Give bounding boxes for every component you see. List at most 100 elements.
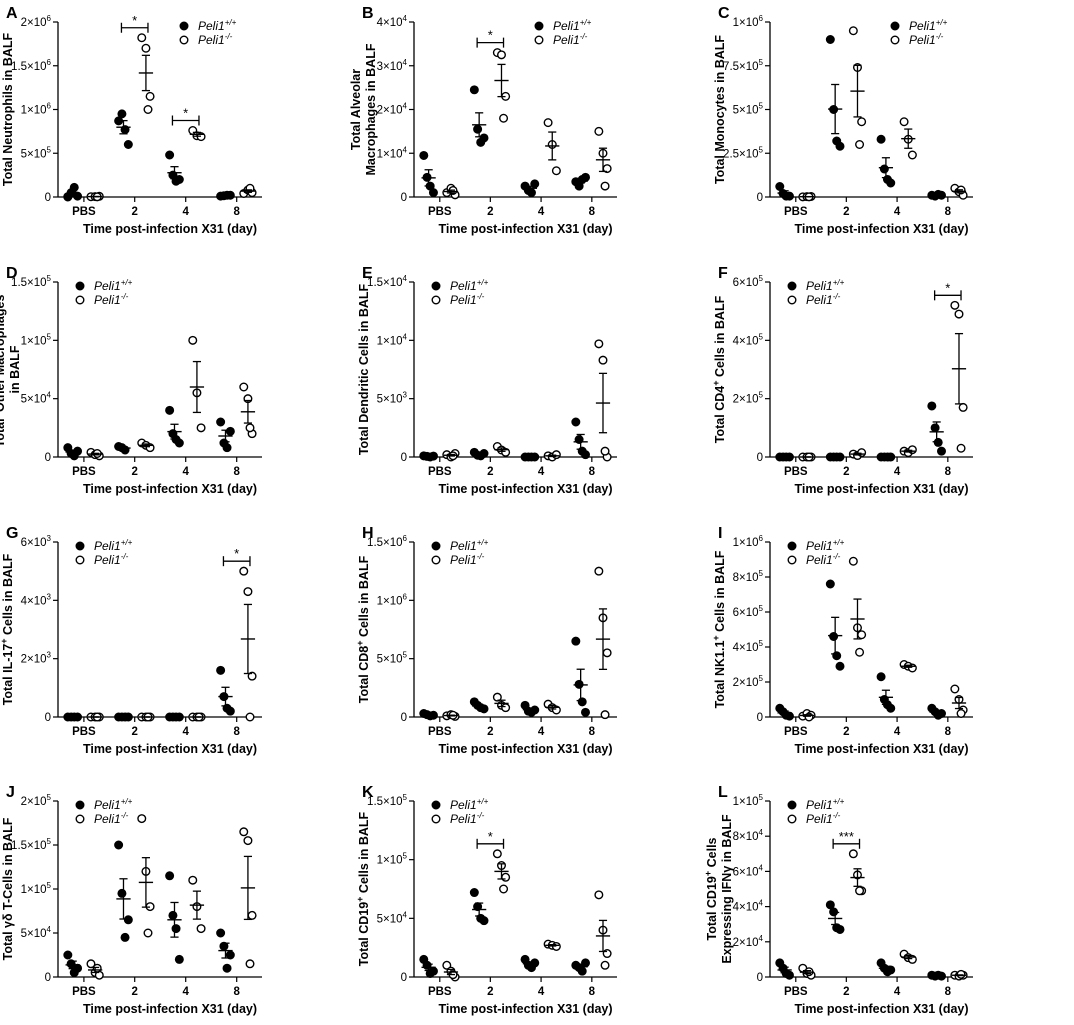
x-tick-label: 8 bbox=[589, 726, 596, 738]
data-point-knockout bbox=[857, 630, 867, 640]
y-tick-exponent: 5 bbox=[759, 274, 764, 283]
y-tick-mantissa: 0 bbox=[45, 452, 51, 464]
data-point-knockout bbox=[958, 402, 968, 412]
legend-label-superscript: -/- bbox=[477, 811, 485, 820]
x-axis-title: Time post-infection X31 (day) bbox=[794, 482, 968, 496]
panel-label: C bbox=[718, 5, 730, 22]
y-axis-title-part: Total Dendritic Cells in BALF bbox=[357, 283, 371, 455]
y-tick-exponent: 4 bbox=[47, 391, 52, 400]
legend-label: Peli1+/+ bbox=[94, 797, 133, 812]
data-point-knockout bbox=[143, 928, 153, 938]
y-tick-label: 8×105 bbox=[733, 569, 764, 584]
y-tick-label: 5×103 bbox=[377, 391, 408, 406]
y-tick-label: 0 bbox=[401, 712, 407, 724]
legend-label-base: Peli1 bbox=[94, 293, 121, 307]
legend-label: Peli1-/- bbox=[450, 811, 485, 826]
y-axis-title-sup: + bbox=[0, 638, 9, 643]
x-tick-label: 8 bbox=[945, 206, 952, 218]
y-tick-label: 2×106 bbox=[21, 14, 52, 29]
legend-marker-knockout bbox=[431, 814, 441, 824]
y-tick-mantissa: 6×10 bbox=[733, 607, 759, 619]
legend-label-base: Peli1 bbox=[806, 279, 833, 293]
data-point-knockout bbox=[245, 959, 255, 969]
data-point-knockout bbox=[543, 118, 553, 128]
data-point-wildtype bbox=[775, 181, 785, 191]
data-point-wildtype bbox=[123, 915, 133, 925]
x-axis-title: Time post-infection X31 (day) bbox=[83, 482, 257, 496]
x-tick-label: 8 bbox=[589, 466, 596, 478]
x-tick-label: 8 bbox=[234, 726, 241, 738]
data-point-knockout bbox=[196, 423, 206, 433]
y-tick-label: 0 bbox=[45, 452, 51, 464]
legend-label-superscript: -/- bbox=[121, 811, 129, 820]
y-tick-exponent: 5 bbox=[759, 332, 764, 341]
x-tick-label: 4 bbox=[538, 986, 545, 998]
legend-label: Peli1+/+ bbox=[198, 18, 237, 33]
y-tick-label: 3×104 bbox=[377, 58, 408, 73]
y-tick-label: 0 bbox=[757, 712, 763, 724]
x-tick-label: 8 bbox=[945, 726, 952, 738]
data-point-knockout bbox=[239, 827, 249, 837]
x-tick-label: 2 bbox=[132, 726, 138, 738]
data-point-knockout bbox=[188, 335, 198, 345]
y-tick-mantissa: 1.5×10 bbox=[11, 61, 47, 73]
y-tick-exponent: 5 bbox=[759, 674, 764, 683]
y-tick-mantissa: 0 bbox=[757, 192, 763, 204]
x-axis-title: Time post-infection X31 (day) bbox=[83, 1002, 257, 1016]
y-tick-mantissa: 1×10 bbox=[21, 335, 47, 347]
legend-label-base: Peli1 bbox=[806, 553, 833, 567]
y-axis-title-part: Total CD19 bbox=[357, 902, 371, 966]
y-tick-mantissa: 0 bbox=[757, 712, 763, 724]
y-tick-mantissa: 4×10 bbox=[21, 595, 47, 607]
y-tick-exponent: 4 bbox=[759, 899, 764, 908]
data-point-knockout bbox=[137, 814, 147, 824]
y-axis-title: Total NK1.1+ Cells in BALF bbox=[711, 550, 727, 708]
data-point-wildtype bbox=[216, 665, 226, 675]
y-tick-exponent: 5 bbox=[759, 639, 764, 648]
legend-marker-knockout bbox=[75, 295, 85, 305]
data-point-wildtype bbox=[825, 900, 835, 910]
y-tick-mantissa: 2×10 bbox=[377, 105, 403, 117]
x-tick-label: 2 bbox=[843, 466, 849, 478]
legend-label-superscript: -/- bbox=[121, 292, 129, 301]
legend-label-base: Peli1 bbox=[198, 19, 225, 33]
data-point-knockout bbox=[501, 872, 511, 882]
y-axis-title-sup: + bbox=[703, 871, 713, 876]
legend-label: Peli1+/+ bbox=[450, 797, 489, 812]
data-point-wildtype bbox=[165, 405, 175, 415]
legend-marker-wildtype bbox=[787, 281, 797, 291]
y-tick-mantissa: 0 bbox=[401, 452, 407, 464]
significance-marker: * bbox=[132, 13, 137, 28]
y-tick-label: 1×105 bbox=[21, 332, 52, 347]
y-tick-label: 0 bbox=[45, 712, 51, 724]
data-point-wildtype bbox=[171, 924, 181, 934]
legend-marker-wildtype bbox=[431, 281, 441, 291]
data-point-wildtype bbox=[832, 651, 842, 661]
y-tick-mantissa: 6×10 bbox=[21, 537, 47, 549]
y-axis-title-part: Total NK1.1 bbox=[713, 641, 727, 709]
y-tick-label: 0 bbox=[401, 192, 407, 204]
y-tick-mantissa: 0 bbox=[401, 712, 407, 724]
data-point-wildtype bbox=[225, 426, 235, 436]
x-tick-label: 8 bbox=[234, 206, 241, 218]
legend-label-base: Peli1 bbox=[94, 553, 121, 567]
data-point-wildtype bbox=[479, 133, 489, 143]
data-point-wildtype bbox=[927, 401, 937, 411]
y-tick-exponent: 4 bbox=[759, 828, 764, 837]
data-point-knockout bbox=[245, 712, 255, 722]
legend-marker-knockout bbox=[787, 814, 797, 824]
x-tick-label: 8 bbox=[234, 986, 241, 998]
data-point-wildtype bbox=[469, 85, 479, 95]
y-tick-mantissa: 8×10 bbox=[733, 572, 759, 584]
data-point-knockout bbox=[196, 924, 206, 934]
legend-label: Peli1+/+ bbox=[450, 278, 489, 293]
y-axis-title: Total 'Other Macrophages'in BALF bbox=[0, 292, 22, 448]
data-point-wildtype bbox=[580, 172, 590, 182]
legend-marker-knockout bbox=[75, 555, 85, 565]
y-tick-mantissa: 1×10 bbox=[21, 884, 47, 896]
data-point-knockout bbox=[245, 423, 255, 433]
y-tick-mantissa: 5×10 bbox=[21, 148, 47, 160]
data-point-wildtype bbox=[63, 950, 73, 960]
